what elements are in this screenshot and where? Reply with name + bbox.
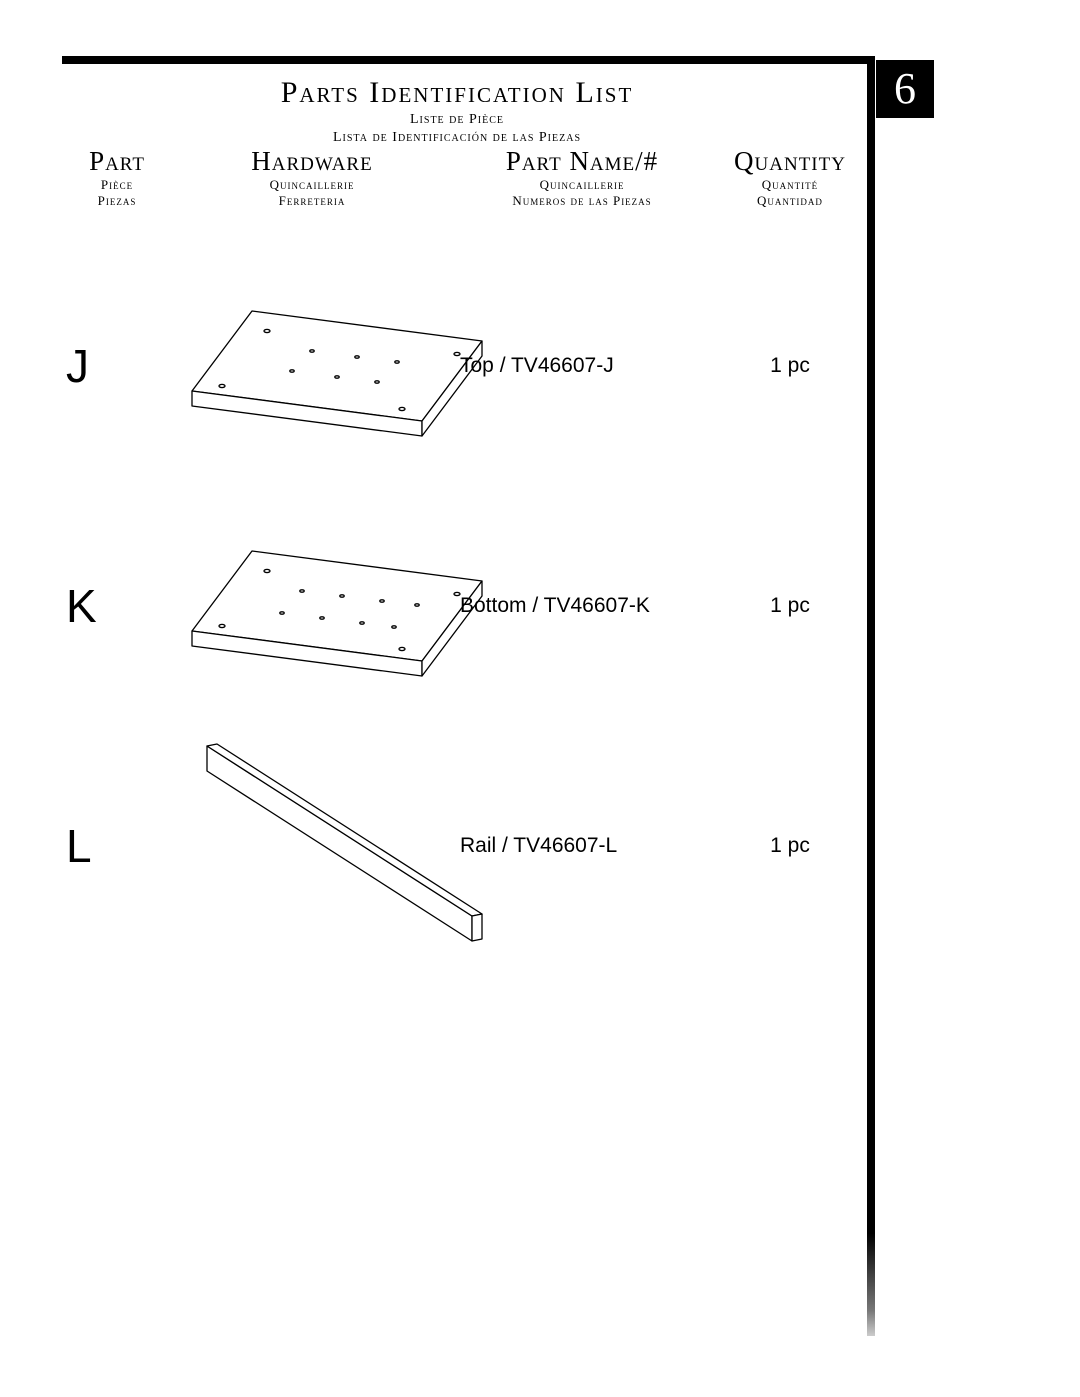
hardware-cell [172, 521, 452, 691]
top-rule [62, 56, 869, 64]
part-qty: 1 pc [712, 594, 868, 618]
rows: J [62, 246, 868, 966]
part-qty: 1 pc [712, 834, 868, 858]
table-row: J [62, 246, 868, 486]
header-part-es: Piezas [62, 193, 172, 209]
header-quantity-en: Quantity [712, 146, 868, 177]
title-fr: Liste de Pièce [62, 112, 852, 128]
right-rule [867, 56, 875, 1336]
rail-icon [172, 726, 492, 966]
part-letter: L [66, 820, 92, 872]
header-quantity: Quantity Quantité Quantidad [712, 146, 868, 210]
part-letter: J [66, 340, 89, 392]
header-name-en: Part Name/# [452, 146, 712, 177]
part-name: Rail / TV46607-L [452, 834, 712, 858]
header-name: Part Name/# Quincaillerie Numeros de las… [452, 146, 712, 210]
header-hardware-es: Ferreteria [172, 193, 452, 209]
panel-icon [172, 521, 492, 691]
header-hardware-en: Hardware [172, 146, 452, 177]
header-quantity-fr: Quantité [712, 177, 868, 193]
part-qty: 1 pc [712, 354, 868, 378]
title-en: Parts Identification List [62, 76, 852, 110]
part-letter-cell: L [62, 819, 172, 873]
header-name-es: Numeros de las Piezas [452, 193, 712, 209]
page-number: 6 [876, 60, 934, 118]
header-quantity-es: Quantidad [712, 193, 868, 209]
header-hardware-fr: Quincaillerie [172, 177, 452, 193]
header-part: Part Pièce Piezas [62, 146, 172, 210]
part-name: Top / TV46607-J [452, 354, 712, 378]
table-row: L Rail / TV46607-L 1 pc [62, 726, 868, 966]
part-letter-cell: J [62, 339, 172, 393]
page: 6 Parts Identification List Liste de Piè… [62, 56, 1018, 1336]
hardware-cell [172, 281, 452, 451]
header-name-fr: Quincaillerie [452, 177, 712, 193]
header-part-en: Part [62, 146, 172, 177]
header-hardware: Hardware Quincaillerie Ferreteria [172, 146, 452, 210]
page-number-text: 6 [894, 64, 916, 113]
part-name: Bottom / TV46607-K [452, 594, 712, 618]
panel-icon [172, 281, 492, 451]
table-row: K [62, 486, 868, 726]
part-letter: K [66, 580, 97, 632]
column-headers: Part Pièce Piezas Hardware Quincaillerie… [62, 146, 868, 210]
header-part-fr: Pièce [62, 177, 172, 193]
part-letter-cell: K [62, 579, 172, 633]
hardware-cell [172, 726, 452, 966]
title-es: Lista de Identificación de las Piezas [62, 130, 852, 146]
title-block: Parts Identification List Liste de Pièce… [62, 76, 852, 146]
